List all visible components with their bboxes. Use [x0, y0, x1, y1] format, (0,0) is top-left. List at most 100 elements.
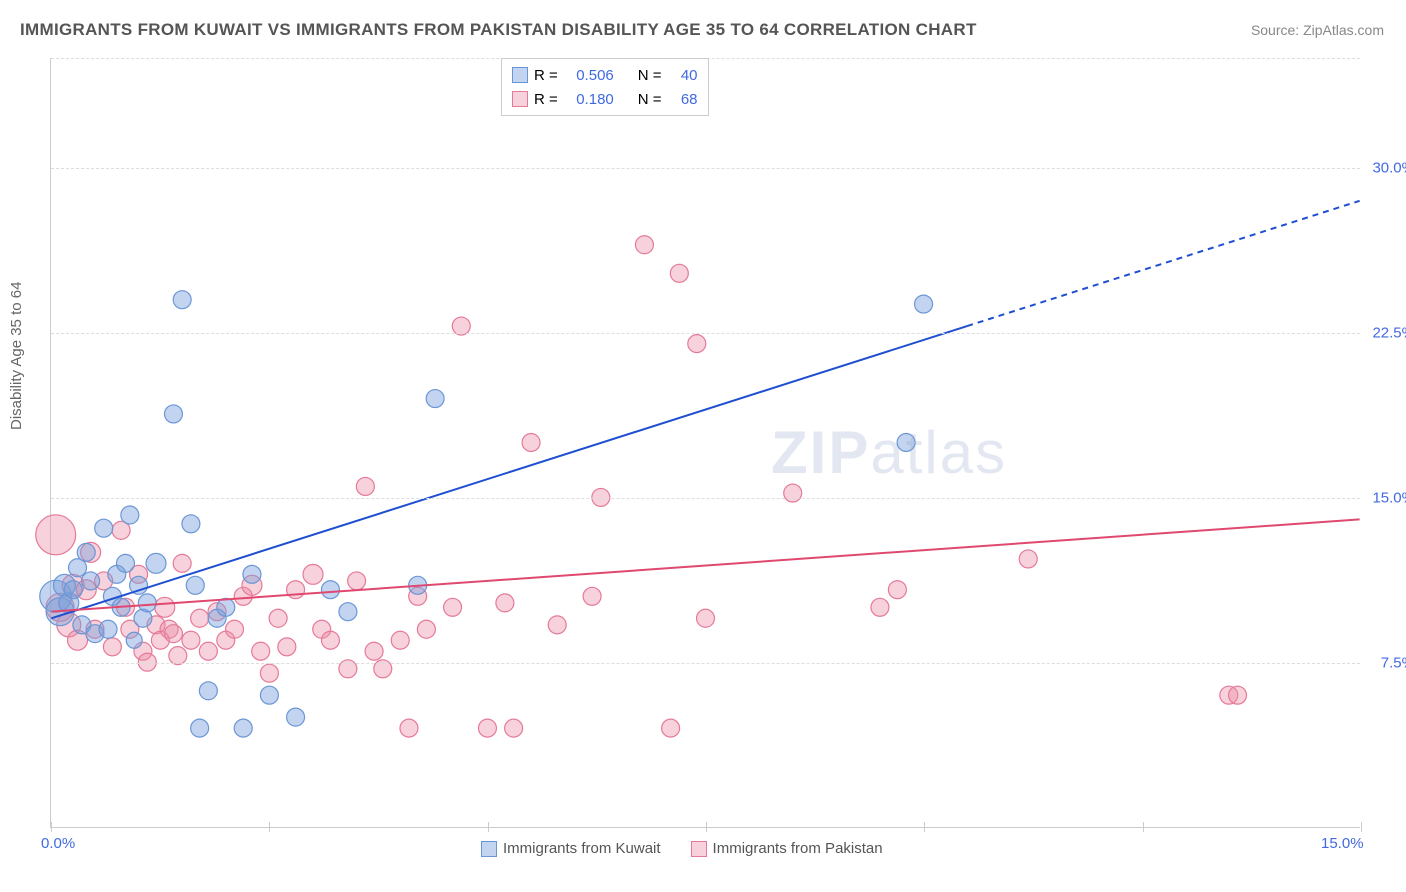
legend-item-pakistan: Immigrants from Pakistan	[691, 840, 883, 857]
scatter-point	[871, 598, 889, 616]
scatter-point	[182, 515, 200, 533]
scatter-point	[278, 638, 296, 656]
y-tick-label: 7.5%	[1381, 655, 1406, 672]
scatter-point	[662, 719, 680, 737]
chart-plot-area: ZIPatlas R = 0.506 N = 40 R = 0.180 N = …	[50, 58, 1360, 828]
x-tick	[706, 822, 707, 832]
scatter-point	[478, 719, 496, 737]
scatter-point	[400, 719, 418, 737]
swatch-kuwait	[512, 67, 528, 83]
scatter-point	[199, 682, 217, 700]
regression-line	[51, 519, 1359, 611]
scatter-point	[339, 603, 357, 621]
scatter-point	[182, 631, 200, 649]
scatter-point	[260, 664, 278, 682]
scatter-point	[103, 638, 121, 656]
scatter-point	[186, 576, 204, 594]
scatter-point	[697, 609, 715, 627]
scatter-point	[99, 620, 117, 638]
y-tick-label: 15.0%	[1372, 490, 1406, 507]
x-tick-label: 0.0%	[41, 835, 75, 852]
x-tick	[269, 822, 270, 832]
legend-label-kuwait: Immigrants from Kuwait	[503, 840, 661, 857]
scatter-point	[365, 642, 383, 660]
y-axis-label: Disability Age 35 to 64	[8, 282, 25, 430]
x-tick	[1361, 822, 1362, 832]
scatter-point	[391, 631, 409, 649]
x-tick-label: 15.0%	[1321, 835, 1364, 852]
scatter-point	[548, 616, 566, 634]
correlation-legend: R = 0.506 N = 40 R = 0.180 N = 68	[501, 58, 709, 116]
scatter-point	[269, 609, 287, 627]
swatch-kuwait-bottom	[481, 841, 497, 857]
scatter-point	[496, 594, 514, 612]
scatter-point	[635, 236, 653, 254]
scatter-point	[897, 434, 915, 452]
scatter-point	[348, 572, 366, 590]
scatter-point	[191, 609, 209, 627]
x-tick	[1143, 822, 1144, 832]
legend-label-pakistan: Immigrants from Pakistan	[713, 840, 883, 857]
scatter-point	[888, 581, 906, 599]
scatter-point	[688, 335, 706, 353]
scatter-point	[164, 405, 182, 423]
y-tick-label: 22.5%	[1372, 325, 1406, 342]
scatter-svg	[51, 58, 1360, 827]
scatter-point	[138, 594, 156, 612]
scatter-point	[260, 686, 278, 704]
scatter-point	[1019, 550, 1037, 568]
gridline	[51, 498, 1360, 499]
scatter-point	[356, 477, 374, 495]
scatter-point	[36, 515, 76, 555]
r-label: R =	[534, 91, 558, 108]
gridline	[51, 663, 1360, 664]
scatter-point	[199, 642, 217, 660]
swatch-pakistan	[512, 91, 528, 107]
scatter-point	[155, 597, 175, 617]
regression-line-dashed	[967, 201, 1359, 326]
x-tick	[488, 822, 489, 832]
scatter-point	[77, 543, 95, 561]
scatter-point	[252, 642, 270, 660]
r-value-kuwait: 0.506	[564, 67, 614, 84]
scatter-point	[116, 554, 134, 572]
scatter-point	[191, 719, 209, 737]
scatter-point	[784, 484, 802, 502]
legend-row-pakistan: R = 0.180 N = 68	[512, 87, 698, 111]
scatter-point	[64, 581, 82, 599]
scatter-point	[82, 572, 100, 590]
scatter-point	[505, 719, 523, 737]
scatter-point	[670, 264, 688, 282]
scatter-point	[1229, 686, 1247, 704]
gridline	[51, 333, 1360, 334]
x-tick	[51, 822, 52, 832]
n-value-kuwait: 40	[668, 67, 698, 84]
n-value-pakistan: 68	[668, 91, 698, 108]
swatch-pakistan-bottom	[691, 841, 707, 857]
scatter-point	[217, 598, 235, 616]
scatter-point	[243, 565, 261, 583]
scatter-point	[95, 519, 113, 537]
source-label: Source: ZipAtlas.com	[1251, 22, 1384, 38]
legend-item-kuwait: Immigrants from Kuwait	[481, 840, 661, 857]
n-label: N =	[638, 91, 662, 108]
scatter-point	[287, 708, 305, 726]
n-label: N =	[638, 67, 662, 84]
series-legend: Immigrants from Kuwait Immigrants from P…	[481, 840, 883, 857]
r-value-pakistan: 0.180	[564, 91, 614, 108]
legend-row-kuwait: R = 0.506 N = 40	[512, 63, 698, 87]
gridline	[51, 168, 1360, 169]
chart-title: IMMIGRANTS FROM KUWAIT VS IMMIGRANTS FRO…	[20, 20, 977, 40]
scatter-point	[426, 390, 444, 408]
scatter-point	[303, 564, 323, 584]
scatter-point	[234, 719, 252, 737]
scatter-point	[287, 581, 305, 599]
scatter-point	[226, 620, 244, 638]
scatter-point	[522, 434, 540, 452]
scatter-point	[444, 598, 462, 616]
regression-line	[51, 326, 967, 618]
scatter-point	[126, 632, 142, 648]
scatter-point	[915, 295, 933, 313]
scatter-point	[169, 647, 187, 665]
scatter-point	[321, 631, 339, 649]
